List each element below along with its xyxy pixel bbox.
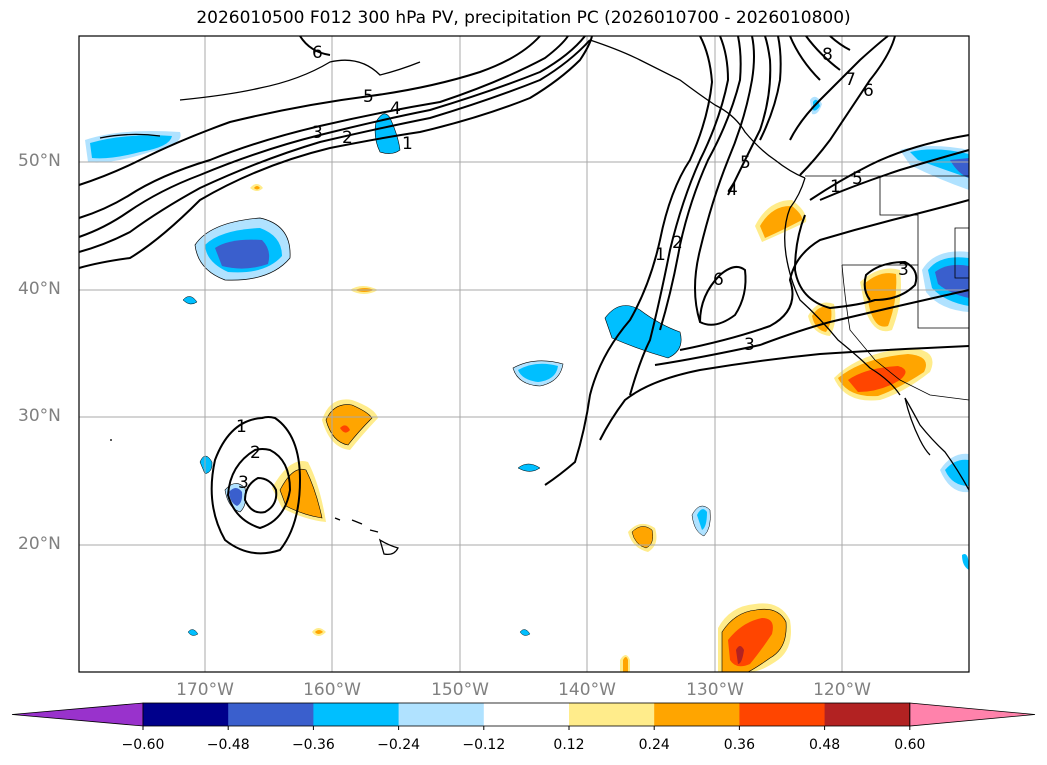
colorbar-cell (739, 703, 826, 726)
colorbar-cell (483, 703, 570, 726)
contour-label: 1 (655, 245, 666, 265)
colorbar-cell (143, 703, 229, 726)
borders (805, 175, 970, 401)
lat-label: 30°N (18, 406, 61, 426)
contour-label: 3 (238, 473, 249, 493)
lon-label: 140°W (558, 680, 616, 700)
coastlines (99, 39, 970, 556)
colorbar-tick-label: 0.24 (638, 737, 670, 753)
contour-label: 3 (744, 335, 755, 355)
colorbar-tick-label: 0.12 (553, 737, 585, 753)
lon-label: 170°W (176, 680, 234, 700)
contour-label: 3 (312, 123, 323, 143)
contour-label: 1 (830, 177, 841, 197)
contour-label: 3 (898, 260, 909, 280)
gridlines (79, 36, 969, 672)
colorbar-tick-label: −0.60 (121, 737, 165, 753)
colorbar-cell (398, 703, 485, 726)
contour-label: 5 (363, 87, 374, 107)
lon-label: 150°W (431, 680, 489, 700)
lon-label: 130°W (686, 680, 744, 700)
colorbar-cell (654, 703, 740, 726)
lon-label: 160°W (303, 680, 361, 700)
colorbar-tick-label: 0.60 (894, 737, 926, 753)
colorbar-tick-label: −0.48 (206, 737, 250, 753)
pv-contours (78, 35, 970, 555)
contour-label: 7 (845, 70, 856, 90)
colorbar-tick-label: −0.24 (377, 737, 421, 753)
colorbar-cell (569, 703, 655, 726)
plot-border (78, 35, 970, 673)
colorbar-cell (824, 703, 911, 726)
colorbar-cells (11, 702, 1036, 727)
contour-label: 6 (713, 270, 724, 290)
contour-label: 6 (312, 43, 323, 63)
map-title: 2026010500 F012 300 hPa PV, precipitatio… (196, 8, 851, 28)
colorbar-outline (142, 702, 911, 727)
colorbar-tick-label: 0.48 (809, 737, 841, 753)
colorbar-tick-label: −0.12 (462, 737, 506, 753)
contour-label: 6 (863, 81, 874, 101)
contour-label: 2 (342, 128, 353, 148)
colorbar-tick-label: 0.36 (723, 737, 755, 753)
negative-precip-fills (85, 96, 969, 636)
contour-label: 4 (727, 180, 738, 200)
contour-label: 8 (822, 45, 833, 65)
contour-label: 2 (672, 233, 683, 253)
colorbar-extension-min (11, 702, 144, 727)
lat-label: 50°N (18, 151, 61, 171)
contour-label: 5 (740, 153, 751, 173)
contour-label: 1 (236, 417, 247, 437)
lon-label: 120°W (813, 680, 871, 700)
contour-label: 4 (390, 99, 401, 119)
contour-label: 2 (250, 443, 261, 463)
lat-label: 20°N (18, 534, 61, 554)
lat-label: 40°N (18, 279, 61, 299)
colorbar-tick-label: −0.36 (291, 737, 335, 753)
colorbar-extension-max (909, 702, 1036, 727)
colorbar-cell (228, 703, 314, 726)
contour-label: 1 (402, 134, 413, 154)
contour-label: 5 (852, 169, 863, 189)
colorbar-cell (313, 703, 400, 726)
